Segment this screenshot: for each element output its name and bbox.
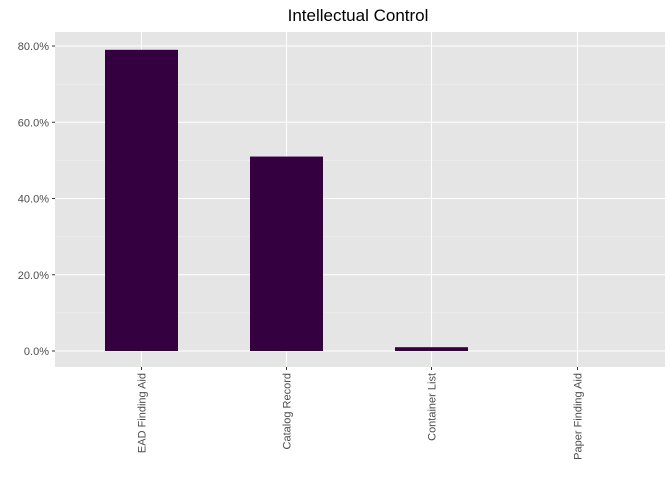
bars [105, 49, 468, 351]
x-axis: EAD Finding Aid Catalog Record Container L… [137, 367, 585, 460]
y-tick-label: 80.0% [18, 41, 49, 53]
bar-container-list [395, 347, 468, 351]
y-tick-label: 20.0% [18, 270, 49, 282]
y-tick-label: 0.0% [24, 346, 49, 358]
x-tick-label: Catalog Record [282, 373, 294, 449]
y-axis: 0.0% 20.0% 40.0% 60.0% 80.0% [18, 41, 55, 358]
bar-catalog-record [250, 156, 323, 351]
y-tick-label: 60.0% [18, 117, 49, 129]
x-tick-label: EAD Finding Aid [137, 373, 149, 453]
y-tick-label: 40.0% [18, 194, 49, 206]
x-tick-label: Paper Finding Aid [573, 373, 585, 460]
chart-title: Intellectual Control [288, 6, 429, 25]
x-tick-label: Container List [427, 373, 439, 441]
bar-ead-finding-aid [105, 49, 178, 351]
